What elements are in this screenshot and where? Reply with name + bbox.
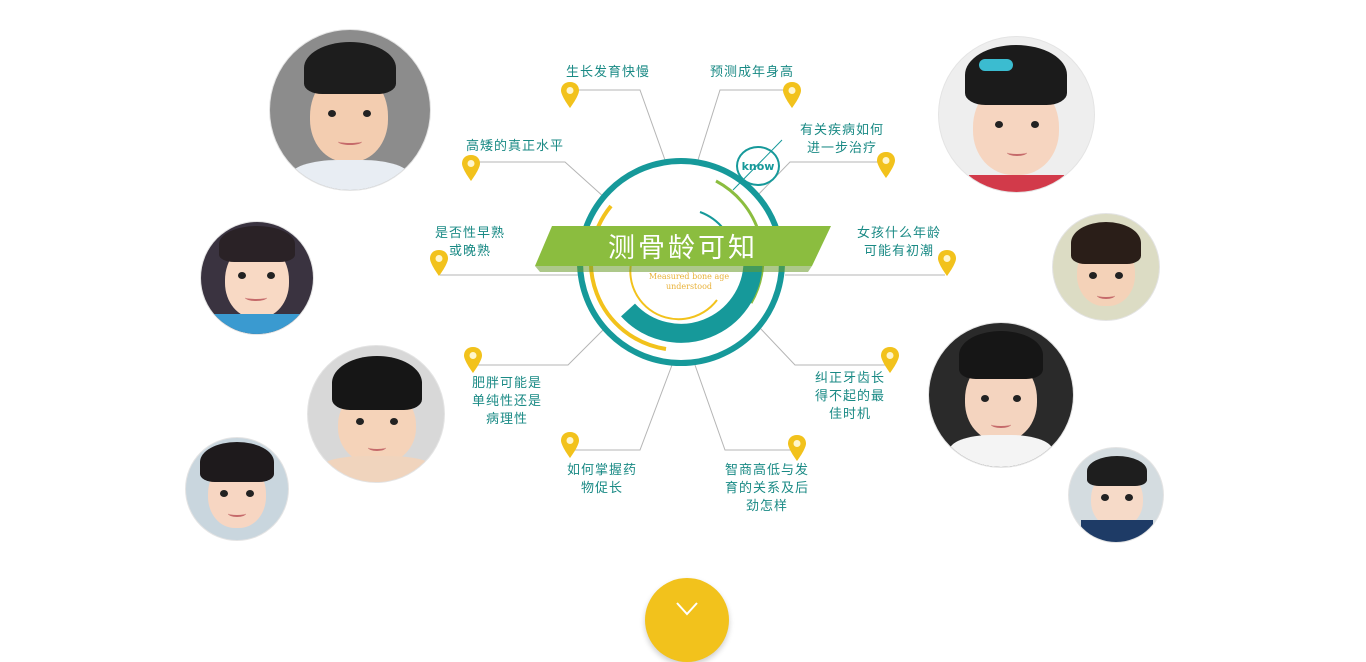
child-photo-boy-suit (270, 30, 430, 190)
topic-label-iq-development[interactable]: 智商高低与发 育的关系及后 劲怎样 (724, 463, 809, 514)
center-title: 测骨龄可知 (608, 232, 758, 264)
topic-label-medication[interactable]: 如何掌握药 物促长 (566, 463, 637, 496)
connector-line (694, 364, 797, 451)
child-photo-boy-bowlcut (1053, 214, 1159, 320)
know-badge: know (736, 146, 780, 186)
child-photo-boy-resting (308, 346, 444, 482)
map-pin-icon (561, 82, 579, 108)
connector-line (754, 161, 887, 199)
topic-label-true-height[interactable]: 高矮的真正水平 (465, 139, 564, 154)
connector-line (697, 89, 797, 161)
topic-label-precocious-puberty[interactable]: 是否性早熟 或晚熟 (434, 226, 505, 259)
connector-line (472, 161, 606, 199)
child-photo-girl-hairclip (939, 37, 1094, 192)
connector-line (578, 89, 666, 161)
topic-label-adult-height[interactable]: 预测成年身高 (709, 65, 794, 80)
map-pin-icon (938, 250, 956, 276)
map-pin-icon (788, 435, 806, 461)
scroll-down-button[interactable] (645, 578, 729, 662)
connector-lines (440, 89, 945, 451)
connector-line (570, 364, 673, 451)
child-photo-toddler (1069, 448, 1163, 542)
map-pin-icon (877, 152, 895, 178)
topic-label-growth-speed[interactable]: 生长发育快慢 (565, 65, 650, 80)
map-pin-icon (430, 250, 448, 276)
child-photo-girl-outdoor (186, 438, 288, 540)
connector-line (759, 327, 887, 366)
map-pin-icon (462, 155, 480, 181)
child-photo-girl-smiling (201, 222, 313, 334)
map-pin-icon (783, 82, 801, 108)
topic-label-obesity[interactable]: 肥胖可能是 单纯性还是 病理性 (471, 376, 542, 427)
topic-label-teeth-correction[interactable]: 纠正牙齿长 得不起的最 佳时机 (814, 371, 885, 422)
map-pin-icon (561, 432, 579, 458)
child-photo-girl-short-hair (929, 323, 1073, 467)
map-pin-icon (464, 347, 482, 373)
chevron-down-icon (676, 602, 698, 616)
topic-label-disease-treatment[interactable]: 有关疾病如何 进一步治疗 (799, 123, 884, 156)
topic-label-menarche-age[interactable]: 女孩什么年龄 可能有初潮 (856, 226, 941, 259)
center-subtitle: Measured bone age understood (648, 272, 730, 291)
connector-line (472, 327, 606, 366)
title-ribbon (535, 226, 831, 272)
map-pin-icon (881, 347, 899, 373)
